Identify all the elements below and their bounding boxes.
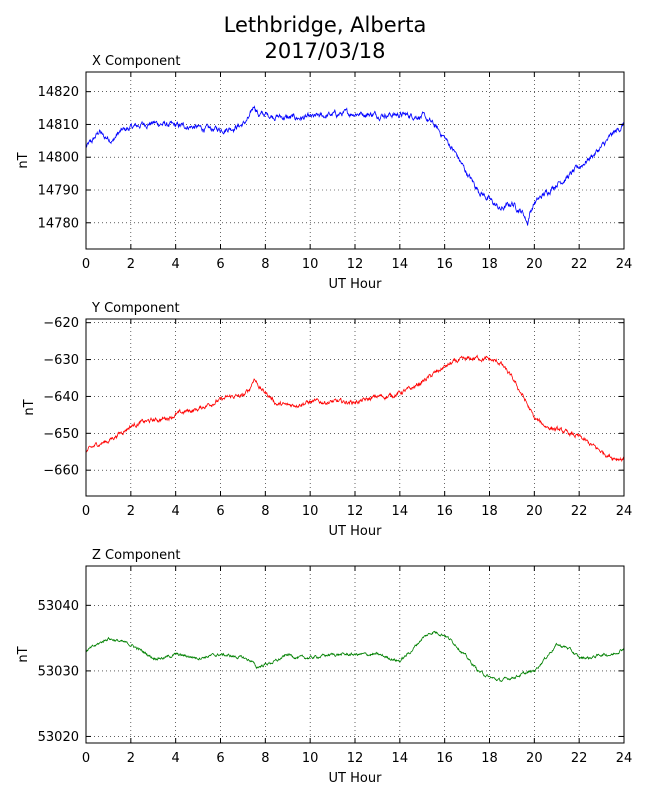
x-tick-label: 8 (261, 257, 269, 272)
x-tick-label: 24 (616, 257, 633, 272)
panel-title: Y Component (91, 301, 180, 316)
y-tick-label: 14790 (38, 184, 79, 199)
x-tick-label: 8 (261, 504, 269, 519)
x-tick-label: 2 (127, 257, 135, 272)
x-axis-label: UT Hour (329, 524, 383, 539)
figure-title-date: 2017/03/18 (264, 39, 386, 63)
y-axis-label: nT (16, 152, 31, 168)
x-tick-label: 22 (571, 504, 588, 519)
panel-title: X Component (92, 54, 181, 69)
y-tick-label: 53020 (38, 730, 79, 745)
x-tick-label: 4 (172, 751, 180, 766)
x-tick-label: 4 (172, 257, 180, 272)
panel-title: Z Component (92, 548, 181, 563)
y-axis-label: nT (22, 399, 37, 415)
x-tick-label: 10 (302, 504, 319, 519)
x-tick-label: 16 (436, 504, 453, 519)
x-tick-label: 6 (216, 257, 224, 272)
x-tick-label: 4 (172, 504, 180, 519)
x-tick-label: 10 (302, 257, 319, 272)
x-tick-label: 20 (526, 504, 543, 519)
x-tick-label: 0 (82, 504, 90, 519)
x-tick-label: 10 (302, 751, 319, 766)
x-tick-label: 0 (82, 257, 90, 272)
y-axis-label: nT (16, 646, 31, 662)
y-tick-label: 14780 (38, 216, 79, 231)
y-tick-label: −640 (43, 390, 79, 405)
x-axis-label: UT Hour (329, 277, 383, 292)
series-line (85, 105, 625, 226)
x-tick-label: 20 (526, 257, 543, 272)
y-tick-label: −630 (43, 353, 79, 368)
y-tick-label: −660 (43, 464, 79, 479)
figure-title-location: Lethbridge, Alberta (223, 13, 427, 37)
panel-1: 0 2 4 6 8 10 12 14 16 18 20 22 241478014790148001481… (16, 54, 632, 292)
x-tick-label: 6 (216, 504, 224, 519)
x-tick-label: 16 (436, 257, 453, 272)
x-tick-label: 6 (216, 751, 224, 766)
y-tick-label: −650 (43, 427, 79, 442)
y-tick-label: −620 (43, 316, 79, 331)
x-tick-label: 12 (347, 751, 364, 766)
x-tick-label: 2 (127, 751, 135, 766)
x-tick-label: 2 (127, 504, 135, 519)
x-tick-label: 18 (481, 257, 498, 272)
x-tick-label: 18 (481, 751, 498, 766)
y-tick-label: 14820 (38, 85, 79, 100)
x-tick-label: 18 (481, 504, 498, 519)
series-line (85, 354, 625, 463)
x-tick-label: 12 (347, 504, 364, 519)
panel-2: 0 2 4 6 8 10 12 14 16 18 20 22 24−660−650−640−630−62… (22, 301, 632, 539)
x-tick-label: 24 (616, 504, 633, 519)
x-tick-label: 20 (526, 751, 543, 766)
x-tick-label: 24 (616, 751, 633, 766)
x-tick-label: 22 (571, 257, 588, 272)
x-tick-label: 14 (392, 751, 409, 766)
x-tick-label: 0 (82, 751, 90, 766)
x-tick-label: 12 (347, 257, 364, 272)
x-tick-label: 16 (436, 751, 453, 766)
x-tick-label: 22 (571, 751, 588, 766)
y-tick-label: 14810 (38, 118, 79, 133)
y-tick-label: 53040 (38, 599, 79, 614)
x-axis-label: UT Hour (329, 771, 383, 786)
y-tick-label: 14800 (38, 151, 79, 166)
series-line (85, 630, 625, 683)
x-tick-label: 8 (261, 751, 269, 766)
y-tick-label: 53030 (38, 664, 79, 679)
x-tick-label: 14 (392, 257, 409, 272)
x-tick-label: 14 (392, 504, 409, 519)
